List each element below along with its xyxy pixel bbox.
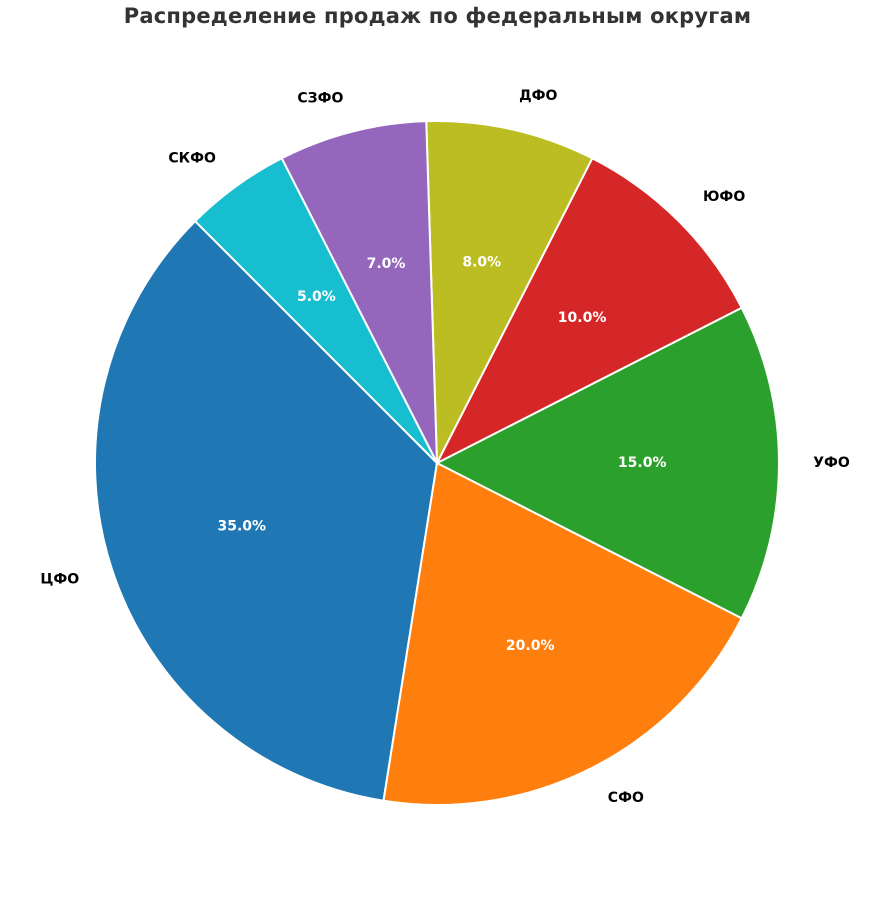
pie-slices xyxy=(94,120,780,806)
slice-percentage-label: 35.0% xyxy=(218,518,267,534)
slice-percentage-label: 20.0% xyxy=(506,638,555,654)
slice-category-label: СКФО xyxy=(168,151,216,167)
pie-slice-2 xyxy=(382,462,743,806)
slice-category-label: ДФО xyxy=(519,88,557,104)
pie-slice-4 xyxy=(436,157,743,464)
slice-percentage-label: 10.0% xyxy=(558,310,607,326)
pie-slice-5 xyxy=(425,120,594,464)
chart-title: Распределение продаж по федеральным окру… xyxy=(123,4,752,28)
slice-percentage-label: 15.0% xyxy=(618,455,667,471)
pie-slice-7 xyxy=(194,157,438,464)
slice-category-label: СФО xyxy=(608,790,644,806)
slice-percentage-label: 7.0% xyxy=(367,256,406,272)
slice-percentage-label: 8.0% xyxy=(462,255,501,271)
slice-category-label: ЦФО xyxy=(40,571,79,587)
slice-percentage-label: 5.0% xyxy=(297,289,336,305)
slice-category-label: СЗФО xyxy=(297,91,343,107)
slice-category-label: УФО xyxy=(813,455,850,471)
pie-labels: 35.0% ЦФО 20.0% СФО 15.0% УФО 10.0% ЮФО 8.0% ДФО 7… xyxy=(40,88,849,806)
pie-slice-6 xyxy=(280,120,438,464)
pie-slice-1 xyxy=(94,220,438,802)
pie-slice-3 xyxy=(436,306,780,620)
slice-category-label: ЮФО xyxy=(703,189,745,205)
